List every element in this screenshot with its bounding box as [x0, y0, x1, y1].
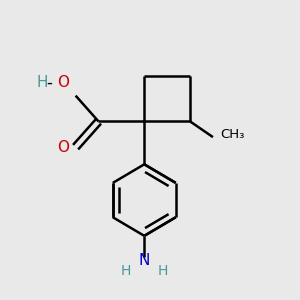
Text: H: H [158, 264, 168, 278]
Text: H: H [37, 75, 49, 90]
Text: -: - [46, 74, 52, 92]
Text: CH₃: CH₃ [220, 128, 244, 141]
Text: H: H [121, 264, 131, 278]
Text: N: N [139, 253, 150, 268]
Text: O: O [57, 140, 69, 154]
Text: O: O [57, 75, 69, 90]
